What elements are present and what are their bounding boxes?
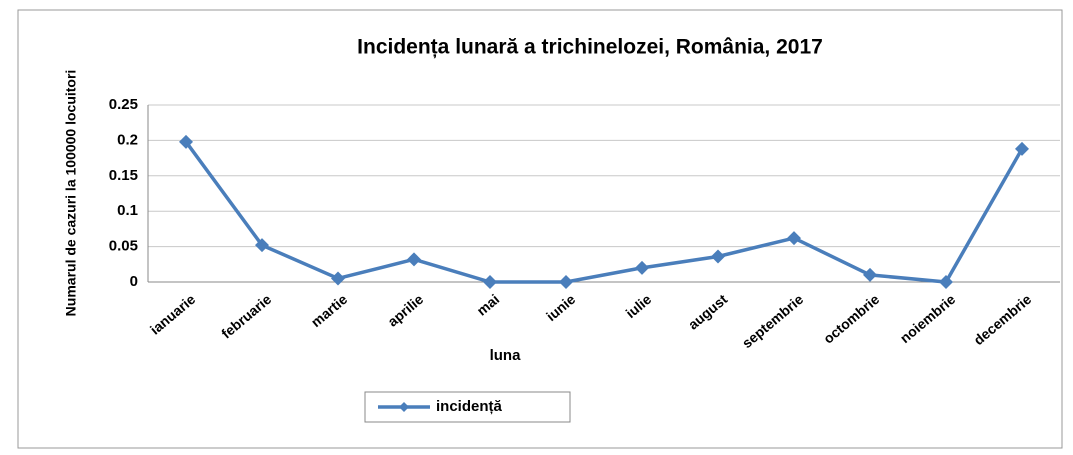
data-point [179, 134, 193, 149]
data-point [331, 271, 345, 286]
data-point [407, 252, 421, 267]
legend-marker [399, 402, 409, 412]
y-axis-label: Numarul de cazuri la 100000 locuitori [63, 70, 79, 317]
y-tick-label: 0.05 [109, 238, 138, 255]
y-tick-label: 0.1 [117, 202, 138, 219]
chart-title: Incidența lunară a trichinelozei, Români… [357, 36, 823, 59]
data-point [255, 238, 269, 253]
data-point [711, 249, 725, 264]
y-tick-label: 0 [130, 273, 138, 290]
data-point [483, 275, 497, 289]
y-tick-label: 0.25 [109, 96, 138, 113]
x-axis-label: luna [490, 347, 521, 364]
data-point [1015, 141, 1029, 156]
data-point [559, 275, 573, 289]
data-point [863, 267, 877, 282]
data-point [635, 260, 649, 275]
y-tick-label: 0.15 [109, 167, 138, 184]
chart-frame [17, 9, 1063, 449]
y-tick-label: 0.2 [117, 131, 138, 148]
data-point [787, 231, 801, 246]
series-line [184, 140, 1024, 284]
data-point [939, 275, 953, 289]
legend-label: incidență [436, 398, 503, 415]
